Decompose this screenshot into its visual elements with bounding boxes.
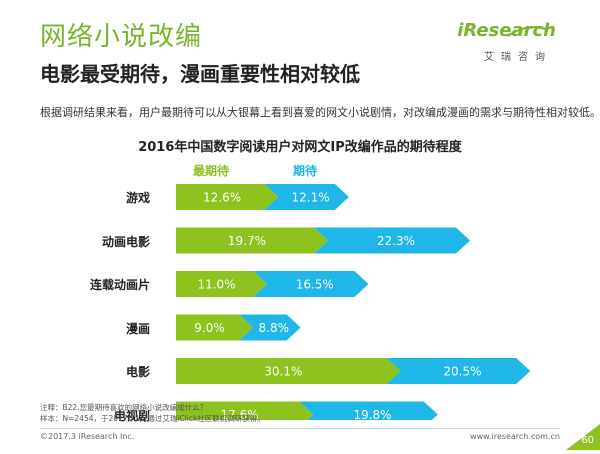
data-label-most-expected: 12.6% bbox=[203, 191, 241, 205]
bar-most-expected bbox=[176, 358, 401, 384]
data-label-expected: 22.3% bbox=[377, 234, 415, 248]
bar-expected bbox=[239, 314, 301, 341]
page-number-badge: 60 bbox=[566, 424, 600, 450]
page-title: 网络小说改编 bbox=[40, 22, 203, 52]
chart-title: 2016年中国数字阅读用户对网文IP改编作品的期待程度 bbox=[138, 140, 462, 155]
logo-swoosh-icon bbox=[507, 26, 549, 37]
category-label: 动画电影 bbox=[101, 234, 150, 249]
category-label: 游戏 bbox=[125, 191, 150, 205]
footnote-sample: 样本：N=2454，于2017年1月通过艾瑞iClick社区联机调研获得。 bbox=[40, 414, 265, 423]
data-label-expected: 19.8% bbox=[353, 408, 391, 420]
page-number: 60 bbox=[581, 435, 594, 446]
bar-most-expected bbox=[176, 314, 253, 341]
logo-brand: iResearch bbox=[457, 20, 556, 41]
bar-expected bbox=[264, 184, 349, 210]
data-label-expected: 8.8% bbox=[259, 321, 290, 335]
data-label-most-expected: 19.7% bbox=[228, 234, 266, 248]
bar-most-expected bbox=[176, 271, 267, 297]
website-link: www.iresearch.com.cn bbox=[470, 432, 560, 441]
legend-expected: 期待 bbox=[293, 164, 318, 178]
bar-most-expected bbox=[176, 184, 279, 210]
bar-expected bbox=[299, 401, 438, 420]
data-label-expected: 20.5% bbox=[443, 365, 481, 379]
category-label: 连载动画片 bbox=[89, 278, 150, 292]
iresearch-logo: iResearch 艾瑞咨询 bbox=[446, 20, 556, 68]
bar-chart: 12.6% 12.1% 19.7% 22.3% 11.0% 16.5% 9.0% 8.8% 30… bbox=[176, 184, 531, 420]
category-label: 漫画 bbox=[125, 321, 150, 336]
footer-divider bbox=[40, 428, 560, 429]
bar-expected bbox=[386, 358, 531, 384]
data-label-most-expected: 9.0% bbox=[194, 321, 225, 335]
footnote-question: 注释：B22.您最期待喜欢的网络小说改编成什么？ bbox=[40, 403, 208, 412]
data-label-most-expected: 11.0% bbox=[197, 278, 235, 292]
category-label: 电影 bbox=[125, 365, 150, 379]
page-corner-icon bbox=[566, 424, 600, 450]
page-subtitle: 电影最受期待，漫画重要性相对较低 bbox=[40, 62, 360, 86]
bar-expected bbox=[313, 227, 470, 254]
logo-brand-cn: 艾瑞咨询 bbox=[484, 52, 552, 63]
bar-expected bbox=[253, 271, 369, 297]
data-label-expected: 12.1% bbox=[291, 191, 329, 205]
bar-most-expected bbox=[176, 401, 314, 420]
page-description: 根据调研结果来看，用户最期待可以从大银幕上看到喜爱的网文小说剧情，对改编成漫画的… bbox=[40, 106, 600, 119]
legend-most-expected: 最期待 bbox=[193, 164, 230, 178]
data-label-most-expected: 17.6% bbox=[221, 408, 259, 420]
bar-most-expected bbox=[176, 227, 328, 254]
copyright: ©2017.3 iResearch Inc. bbox=[40, 432, 135, 441]
category-label: 电视剧 bbox=[113, 408, 150, 423]
data-label-expected: 16.5% bbox=[296, 278, 334, 292]
data-label-most-expected: 30.1% bbox=[264, 365, 302, 379]
